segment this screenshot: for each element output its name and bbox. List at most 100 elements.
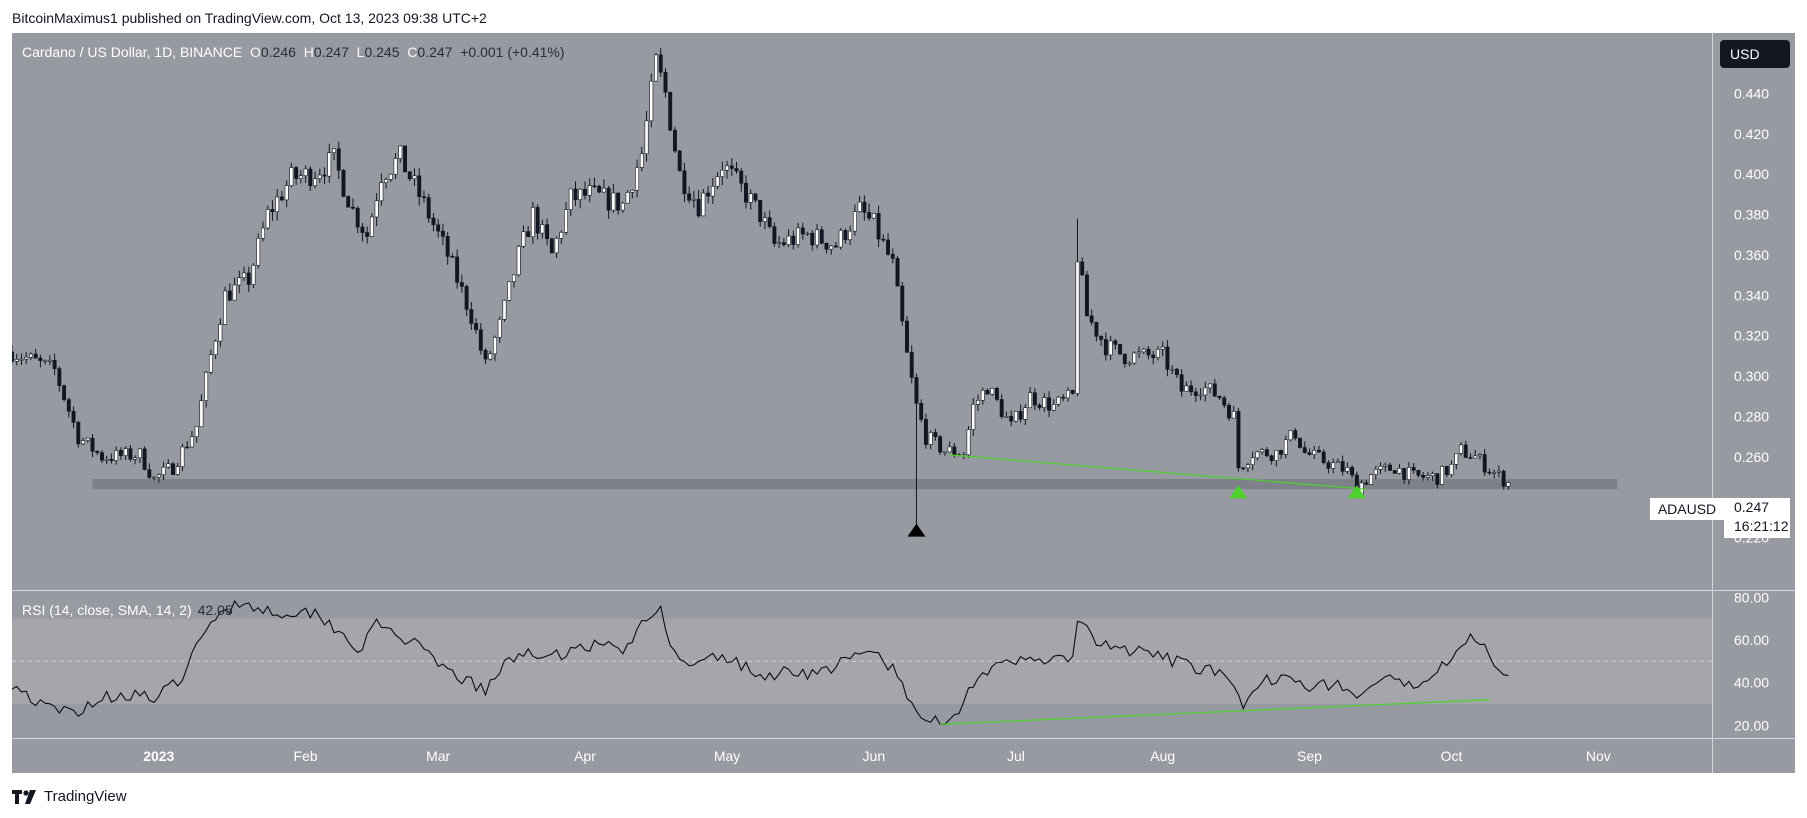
candle-body <box>365 232 370 237</box>
candle-body <box>123 448 128 456</box>
candle-body <box>871 213 876 219</box>
candle-body <box>1492 471 1497 474</box>
candle-body <box>388 173 393 180</box>
chart-frame[interactable]: 0.4600.4400.4200.4000.3800.3600.3400.320… <box>12 33 1795 773</box>
candle-body <box>914 377 919 404</box>
candle-body <box>1406 467 1411 480</box>
candle-body <box>819 229 824 244</box>
candle-body <box>237 277 242 286</box>
candle-body <box>1454 453 1459 465</box>
candle-body <box>133 457 138 460</box>
candle-body <box>1004 416 1009 418</box>
candle-body <box>313 178 318 187</box>
candle-body <box>1298 437 1302 448</box>
candle-body <box>270 209 275 213</box>
candle-body <box>459 282 464 287</box>
candle-body <box>630 189 635 193</box>
candle-body <box>772 226 777 244</box>
candle-body <box>1032 392 1037 406</box>
candle-body <box>1170 368 1175 371</box>
candle-body <box>1307 452 1312 455</box>
candle-body <box>654 54 658 82</box>
candle-body <box>1411 467 1416 471</box>
candle-body <box>445 236 450 257</box>
candle-body <box>1335 461 1340 464</box>
candle-body <box>128 448 133 460</box>
candle-body <box>521 231 526 247</box>
candle-body <box>881 238 886 241</box>
candle-body <box>417 175 422 198</box>
candle-body <box>1388 464 1392 471</box>
candle-body <box>114 450 119 461</box>
time-tick-label: Sep <box>1297 748 1322 764</box>
candle-body <box>942 451 947 454</box>
candle-body <box>1193 391 1198 396</box>
candle-body <box>1217 395 1222 399</box>
candle-body <box>734 168 739 172</box>
candle-body <box>1255 451 1260 459</box>
candle-body <box>488 353 493 360</box>
candle-body <box>753 193 758 201</box>
candle-body <box>1047 397 1052 411</box>
candle-body <box>474 323 479 331</box>
candle-body <box>52 359 57 369</box>
candle-body <box>289 167 294 186</box>
candle-body <box>502 300 507 320</box>
candle-body <box>1283 439 1288 455</box>
candle-body <box>227 290 232 301</box>
candle-body <box>450 256 455 258</box>
candle-body <box>923 419 928 445</box>
candle-body <box>1089 315 1094 323</box>
tradingview-logo[interactable]: TradingView <box>12 788 127 805</box>
candle-body <box>166 463 171 468</box>
rsi-series-line <box>12 599 1509 725</box>
candle-body <box>1321 451 1326 463</box>
candle-body <box>1440 466 1445 485</box>
candle-body <box>900 285 905 322</box>
candle-body <box>261 227 265 239</box>
rsi-trendline <box>940 699 1490 725</box>
candle-body <box>185 446 190 449</box>
candle-body <box>786 235 791 245</box>
currency-button[interactable]: USD <box>1720 40 1790 68</box>
candle-body <box>1222 397 1227 406</box>
candle-body <box>592 185 597 188</box>
candle-body <box>762 217 767 222</box>
candle-body <box>1463 444 1468 458</box>
candle-body <box>303 168 308 177</box>
candle-body <box>672 129 677 152</box>
price-tick-label: 0.380 <box>1734 207 1769 223</box>
candle-body <box>1203 387 1208 396</box>
candle-body <box>85 437 90 441</box>
candle-body <box>583 188 587 196</box>
rsi-band <box>12 618 1712 704</box>
candle-body <box>1449 463 1454 475</box>
candle-body <box>33 353 38 359</box>
candle-body <box>464 286 469 310</box>
candle-body <box>1184 385 1189 392</box>
candle-body <box>687 193 692 201</box>
high-value: 0.247 <box>313 44 349 60</box>
candle-body <box>28 353 33 358</box>
markers <box>907 485 1366 537</box>
candle-body <box>1108 340 1113 356</box>
candle-body <box>720 169 725 177</box>
candle-body <box>109 458 114 461</box>
candle-body <box>739 170 744 184</box>
time-tick-label: Apr <box>574 748 596 764</box>
chart-svg[interactable]: 0.4600.4400.4200.4000.3800.3600.3400.320… <box>12 33 1795 773</box>
candle-body <box>796 227 801 245</box>
candle-body <box>1478 454 1482 457</box>
candle-body <box>1392 470 1397 474</box>
candle-body <box>587 185 592 196</box>
candle-body <box>578 188 583 200</box>
time-tick-label: Feb <box>294 748 318 764</box>
candle-body <box>322 174 327 177</box>
price-tag-box: 0.247 16:21:12 <box>1724 498 1790 538</box>
marker-black-triangle <box>907 523 926 537</box>
candle-body <box>232 284 237 301</box>
candle-body <box>1070 390 1075 394</box>
candle-body <box>1430 473 1435 476</box>
candle-body <box>573 188 578 200</box>
price-tick-label: 0.280 <box>1734 408 1769 424</box>
